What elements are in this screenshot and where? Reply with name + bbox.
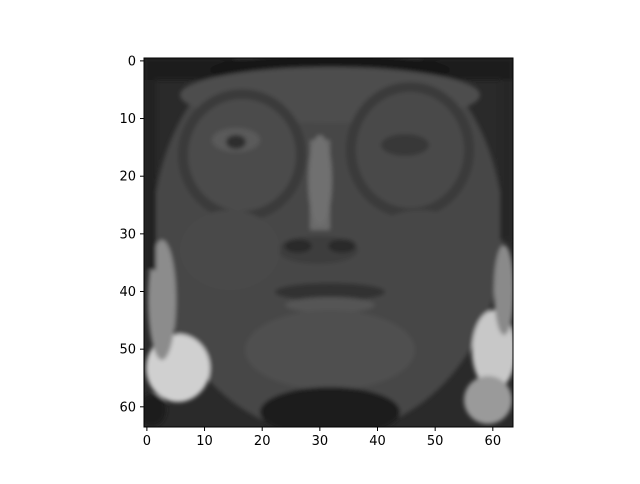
y-tick-label: 50 bbox=[119, 343, 136, 358]
y-tick-label: 40 bbox=[119, 285, 136, 300]
x-tick-label: 60 bbox=[485, 434, 502, 449]
y-tick-label: 20 bbox=[119, 170, 136, 185]
y-tick-label: 0 bbox=[128, 54, 136, 69]
y-tick-label: 10 bbox=[119, 112, 136, 127]
axes-frame bbox=[143, 57, 514, 428]
x-tick-label: 0 bbox=[143, 434, 151, 449]
y-tick-label: 60 bbox=[119, 400, 136, 415]
x-tick-label: 40 bbox=[369, 434, 386, 449]
x-tick-label: 10 bbox=[196, 434, 213, 449]
face-image bbox=[144, 58, 513, 427]
y-axis-ticks: 0 10 20 30 40 50 60 bbox=[119, 54, 144, 415]
x-axis-ticks: 0 10 20 30 40 50 60 bbox=[143, 427, 501, 449]
x-tick-label: 30 bbox=[312, 434, 329, 449]
x-tick-label: 50 bbox=[427, 434, 444, 449]
x-tick-label: 20 bbox=[254, 434, 271, 449]
y-tick-label: 30 bbox=[119, 227, 136, 242]
